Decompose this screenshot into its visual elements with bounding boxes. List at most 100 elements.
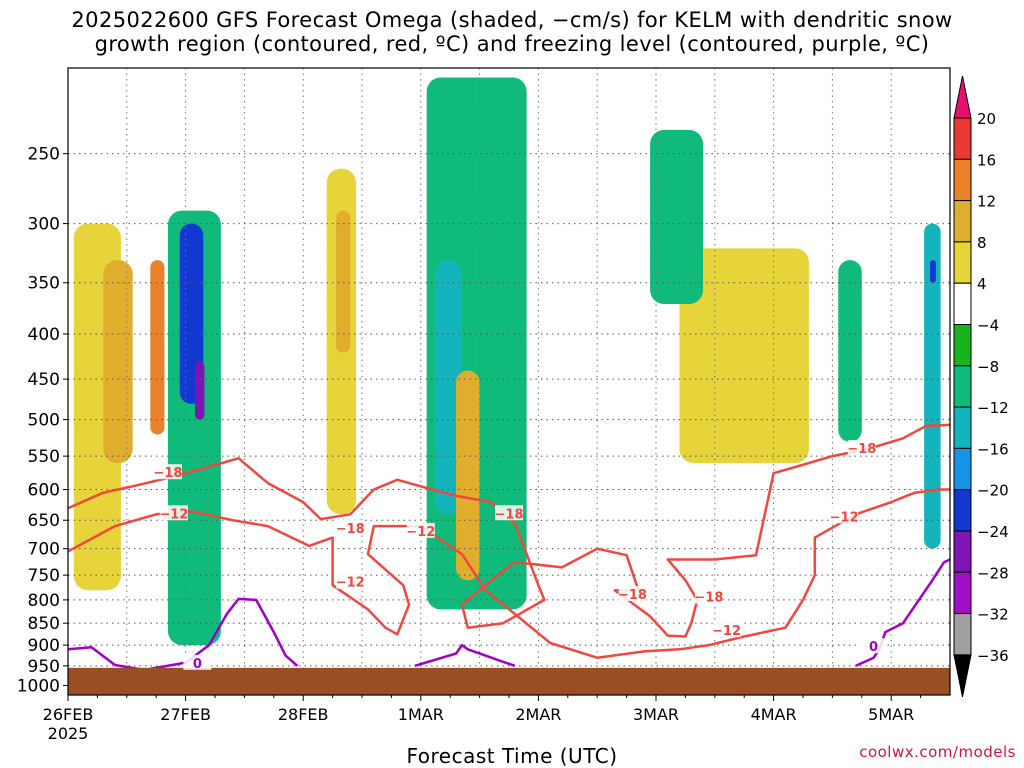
- colorbar-label-9: −20: [977, 482, 1009, 500]
- omega-region-10: [456, 370, 480, 581]
- colorbar-label-7: −12: [977, 399, 1009, 417]
- y-tick-label-450: 450: [28, 370, 60, 390]
- colorbar-label-13: −36: [977, 647, 1009, 665]
- source-credit: coolwx.com/models: [859, 743, 1016, 761]
- contour-label-1-1: −12: [336, 576, 365, 591]
- colorbar-swatch-3: [953, 241, 972, 284]
- y-tick-label-900: 900: [28, 636, 60, 656]
- omega-region-2: [150, 260, 165, 435]
- y-tick-label-750: 750: [28, 566, 60, 586]
- x-tick-label-7: 5MAR: [868, 705, 914, 724]
- x-year-label: 2025: [48, 724, 89, 743]
- contour-label-0-0: −18: [153, 466, 182, 481]
- colorbar-swatch-8: [953, 447, 972, 491]
- colorbar-swatch-11: [953, 571, 972, 615]
- contour-label-1-2: −12: [406, 525, 435, 540]
- omega-region-9: [434, 260, 462, 515]
- colorbar-swatch-12: [953, 613, 972, 656]
- contour-label-bg-1-4: [830, 508, 859, 524]
- contour-label-0-4: −18: [694, 591, 723, 606]
- y-tick-label-850: 850: [28, 614, 60, 634]
- y-tick-label-800: 800: [28, 591, 60, 611]
- x-tick-label-4: 2MAR: [515, 705, 561, 724]
- contour-label-1-4: −12: [830, 510, 859, 525]
- y-tick-label-550: 550: [28, 447, 60, 467]
- contour-label-bg-1-3: [712, 622, 741, 638]
- x-tick-label-3: 1MAR: [398, 705, 444, 724]
- contour-label-bg-4-0: [859, 638, 888, 654]
- contour-3: [414, 643, 516, 667]
- x-tick-label-5: 3MAR: [633, 705, 679, 724]
- colorbar-top-arrow: [953, 75, 972, 119]
- contour-label-2-0: 0: [193, 657, 202, 672]
- colorbar-swatch-5: [953, 324, 972, 367]
- omega-region-13: [838, 260, 862, 442]
- y-tick-label-350: 350: [28, 274, 60, 294]
- omega-region-1: [103, 260, 133, 464]
- contour-label-bg-1-1: [336, 573, 365, 589]
- colorbar-label-5: −4: [977, 317, 999, 335]
- contour-label-1-3: −12: [712, 624, 741, 639]
- contour-label-bg-0-1: [336, 519, 365, 535]
- contour-label-bg-1-0: [159, 505, 188, 521]
- colorbar-swatch-6: [953, 365, 972, 408]
- contour-label-bg-0-5: [847, 440, 876, 456]
- contour-label-4-0: 0: [869, 640, 878, 655]
- y-tick-label-1000: 1000: [17, 677, 60, 697]
- y-tick-label-600: 600: [28, 481, 60, 501]
- contour-0: [68, 423, 950, 638]
- y-tick-label-650: 650: [28, 511, 60, 531]
- y-tick-label-700: 700: [28, 540, 60, 560]
- colorbar-label-2: 12: [977, 193, 996, 211]
- colorbar-label-10: −24: [977, 523, 1009, 541]
- contour-1: [68, 488, 950, 659]
- x-tick-label-1: 27FEB: [160, 705, 211, 724]
- y-tick-label-400: 400: [28, 325, 60, 345]
- contour-label-0-3: −18: [618, 588, 647, 603]
- colorbar-swatch-0: [953, 117, 972, 160]
- colorbar-bottom-arrow: [953, 654, 972, 697]
- omega-region-4: [179, 223, 204, 404]
- x-tick-label-6: 4MAR: [751, 705, 797, 724]
- colorbar-swatch-9: [953, 489, 972, 532]
- omega-region-12: [650, 129, 704, 305]
- contour-label-bg-1-2: [406, 522, 435, 538]
- x-tick-label-0: 26FEB: [43, 705, 94, 724]
- omega-region-15: [930, 260, 936, 283]
- colorbar-swatch-1: [953, 158, 972, 202]
- y-tick-label-500: 500: [28, 411, 60, 431]
- colorbar-swatch-4: [953, 282, 972, 326]
- omega-region-14: [924, 223, 941, 549]
- colorbar-label-11: −28: [977, 564, 1009, 582]
- colorbar-swatch-7: [953, 406, 972, 449]
- contour-label-bg-2-0: [183, 654, 212, 670]
- title-line-2: growth region (contoured, red, ºC) and f…: [94, 32, 930, 56]
- omega-region-7: [336, 210, 351, 353]
- x-tick-label-2: 28FEB: [278, 705, 329, 724]
- contour-label-bg-0-4: [694, 588, 723, 604]
- x-axis-title: Forecast Time (UTC): [406, 744, 618, 768]
- contour-label-0-5: −18: [847, 442, 876, 457]
- contour-4: [855, 558, 950, 667]
- ground-below-surface: [68, 667, 950, 695]
- colorbar-swatch-2: [953, 200, 972, 243]
- colorbar-label-8: −16: [977, 440, 1009, 458]
- contour-label-1-0: −12: [159, 507, 188, 522]
- contour-label-0-2: −18: [495, 507, 524, 522]
- colorbar-swatch-10: [953, 530, 972, 573]
- colorbar-label-6: −8: [977, 358, 999, 376]
- colorbar-label-1: 16: [977, 151, 996, 169]
- contour-label-0-1: −18: [336, 522, 365, 537]
- colorbar-label-3: 8: [977, 234, 987, 252]
- colorbar-label-4: 4: [977, 275, 987, 293]
- colorbar-label-0: 20: [977, 110, 996, 128]
- omega-region-5: [195, 361, 205, 420]
- y-tick-label-250: 250: [28, 145, 60, 165]
- y-tick-label-950: 950: [28, 657, 60, 677]
- contour-2: [68, 597, 299, 672]
- colorbar-label-12: −32: [977, 606, 1009, 624]
- title-line-1: 2025022600 GFS Forecast Omega (shaded, −…: [71, 8, 953, 32]
- contour-label-bg-0-3: [618, 586, 647, 602]
- contour-label-bg-0-0: [153, 464, 182, 480]
